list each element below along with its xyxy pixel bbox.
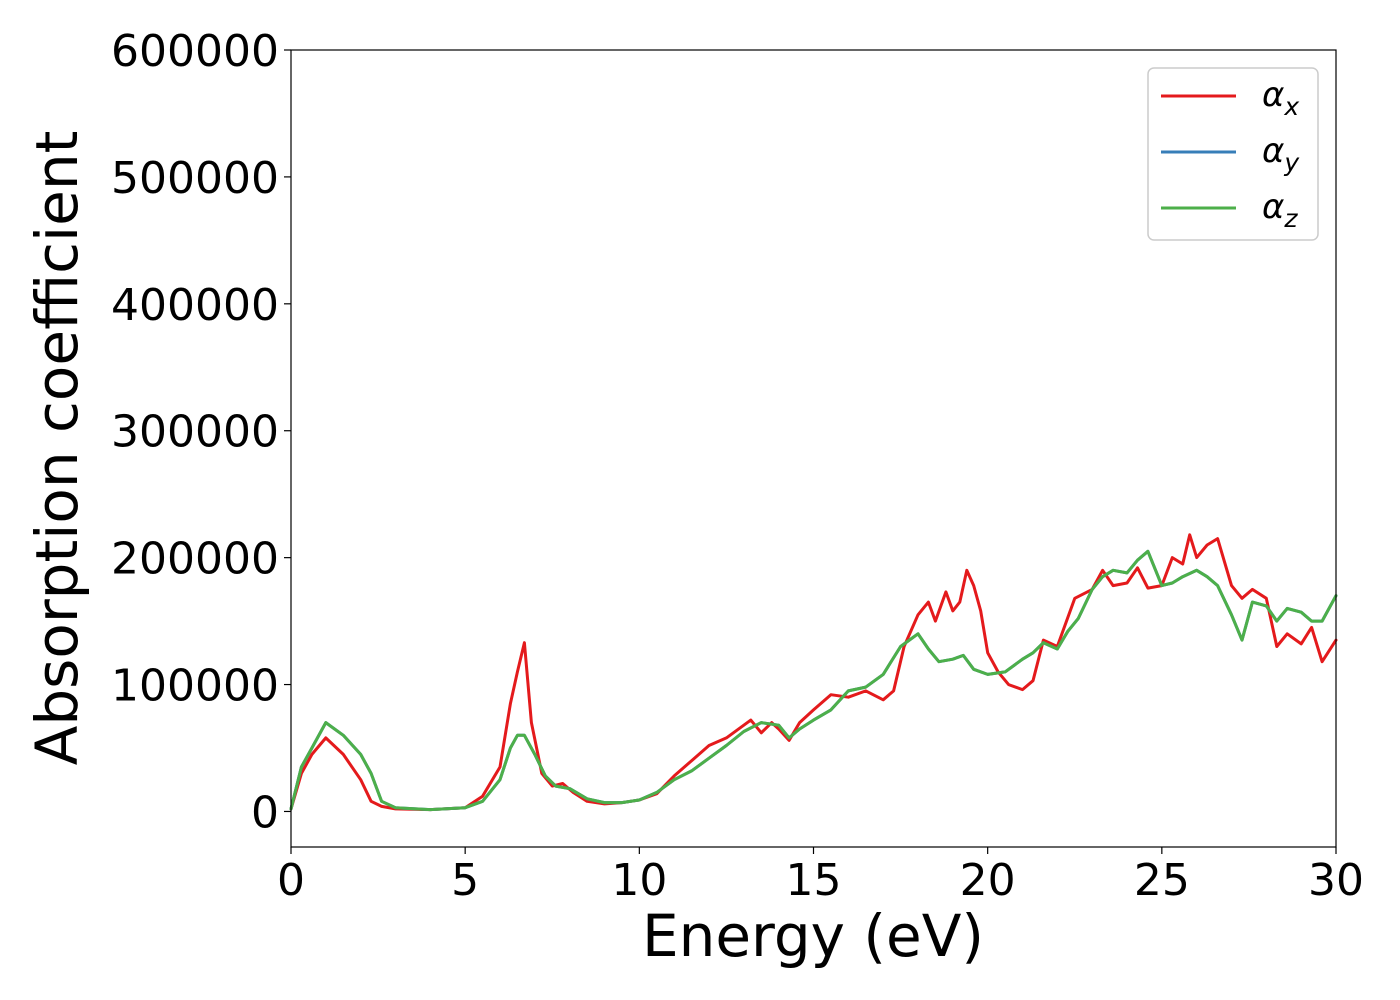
x-tick-label: 15 <box>786 855 842 906</box>
series-line-z <box>289 549 1338 812</box>
x-axis: 0 5 10 15 20 25 30 <box>277 847 1364 906</box>
legend: αx αy αz <box>1147 67 1319 241</box>
y-tick-label: 0 <box>251 787 279 838</box>
x-tick-label: 30 <box>1308 855 1364 906</box>
y-tick-label: 300000 <box>111 407 279 458</box>
legend-label-z: αz <box>1262 187 1298 233</box>
x-axis-title: Energy (eV) <box>642 902 984 970</box>
y-tick-label: 600000 <box>111 26 279 77</box>
y-tick-label: 100000 <box>111 661 279 712</box>
y-tick-label: 400000 <box>111 280 279 331</box>
x-tick-label: 10 <box>611 855 667 906</box>
y-axis-title: Absorption coefficient <box>23 131 91 766</box>
legend-label-y: αy <box>1262 131 1300 177</box>
legend-box <box>1147 67 1319 241</box>
x-tick-label: 5 <box>451 855 479 906</box>
y-axis: 0 100000 200000 300000 400000 500000 600000 <box>111 26 291 838</box>
series-line-x <box>289 533 1338 812</box>
y-tick-label: 500000 <box>111 153 279 204</box>
y-tick-label: 200000 <box>111 534 279 585</box>
legend-label-x: αx <box>1262 75 1299 121</box>
series-layer <box>289 533 1338 812</box>
x-tick-label: 0 <box>277 855 305 906</box>
x-tick-label: 25 <box>1134 855 1190 906</box>
x-tick-label: 20 <box>960 855 1016 906</box>
